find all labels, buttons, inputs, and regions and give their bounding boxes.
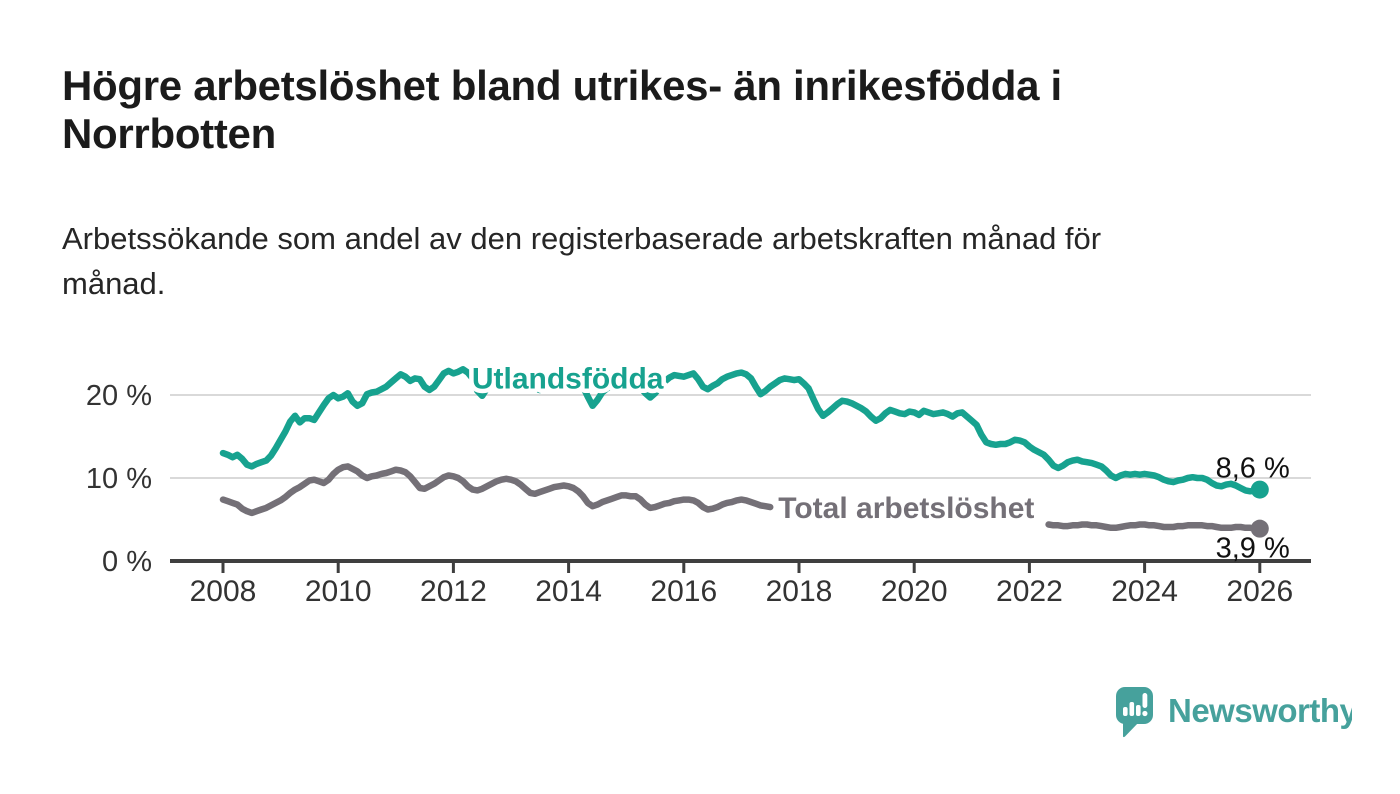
y-tick-label: 10 % (86, 463, 152, 495)
x-tick-label: 2010 (305, 575, 372, 608)
x-tick-label: 2016 (650, 575, 717, 608)
y-tick-label: 0 % (102, 546, 152, 578)
x-tick-label: 2012 (420, 575, 487, 608)
y-tick-label: 20 % (86, 380, 152, 412)
x-tick-label: 2026 (1226, 575, 1293, 608)
chart-title: Högre arbetslöshet bland utrikes- än inr… (62, 62, 1062, 157)
newsworthy-logo-icon (1116, 687, 1153, 738)
speech-bubble-tail (1123, 720, 1139, 738)
series-label-total: Total arbetslöshet (778, 492, 1034, 525)
series-line-utlandsfodda (219, 366, 1264, 495)
x-tick-label: 2008 (190, 575, 257, 608)
x-tick-label: 2014 (535, 575, 602, 608)
x-tick-label: 2024 (1111, 575, 1178, 608)
series-label-utlandsfodda: Utlandsfödda (472, 362, 664, 395)
series-end-dot (1250, 480, 1269, 499)
series-line-total (1045, 521, 1264, 532)
series-end-dot (1250, 519, 1269, 538)
series-line-total (219, 463, 774, 517)
series-end-value-label: 3,9 % (1216, 533, 1290, 565)
bar-chart-glyph-bar2 (1129, 702, 1135, 716)
x-tick-label: 2020 (881, 575, 948, 608)
bar-chart-glyph-bar3 (1136, 705, 1141, 716)
chart-subtitle: Arbetssökande som andel av den registerb… (62, 221, 1102, 301)
exclamation-dot (1142, 710, 1148, 717)
series-end-value-label: 8,6 % (1216, 453, 1290, 485)
x-tick-label: 2022 (996, 575, 1063, 608)
x-tick-label: 2018 (766, 575, 833, 608)
newsworthy-logo: Newsworthy (1116, 687, 1352, 738)
bar-chart-glyph-bar1 (1123, 707, 1128, 716)
newsworthy-wordmark: Newsworthy (1168, 692, 1352, 729)
exclamation-icon (1142, 693, 1148, 708)
